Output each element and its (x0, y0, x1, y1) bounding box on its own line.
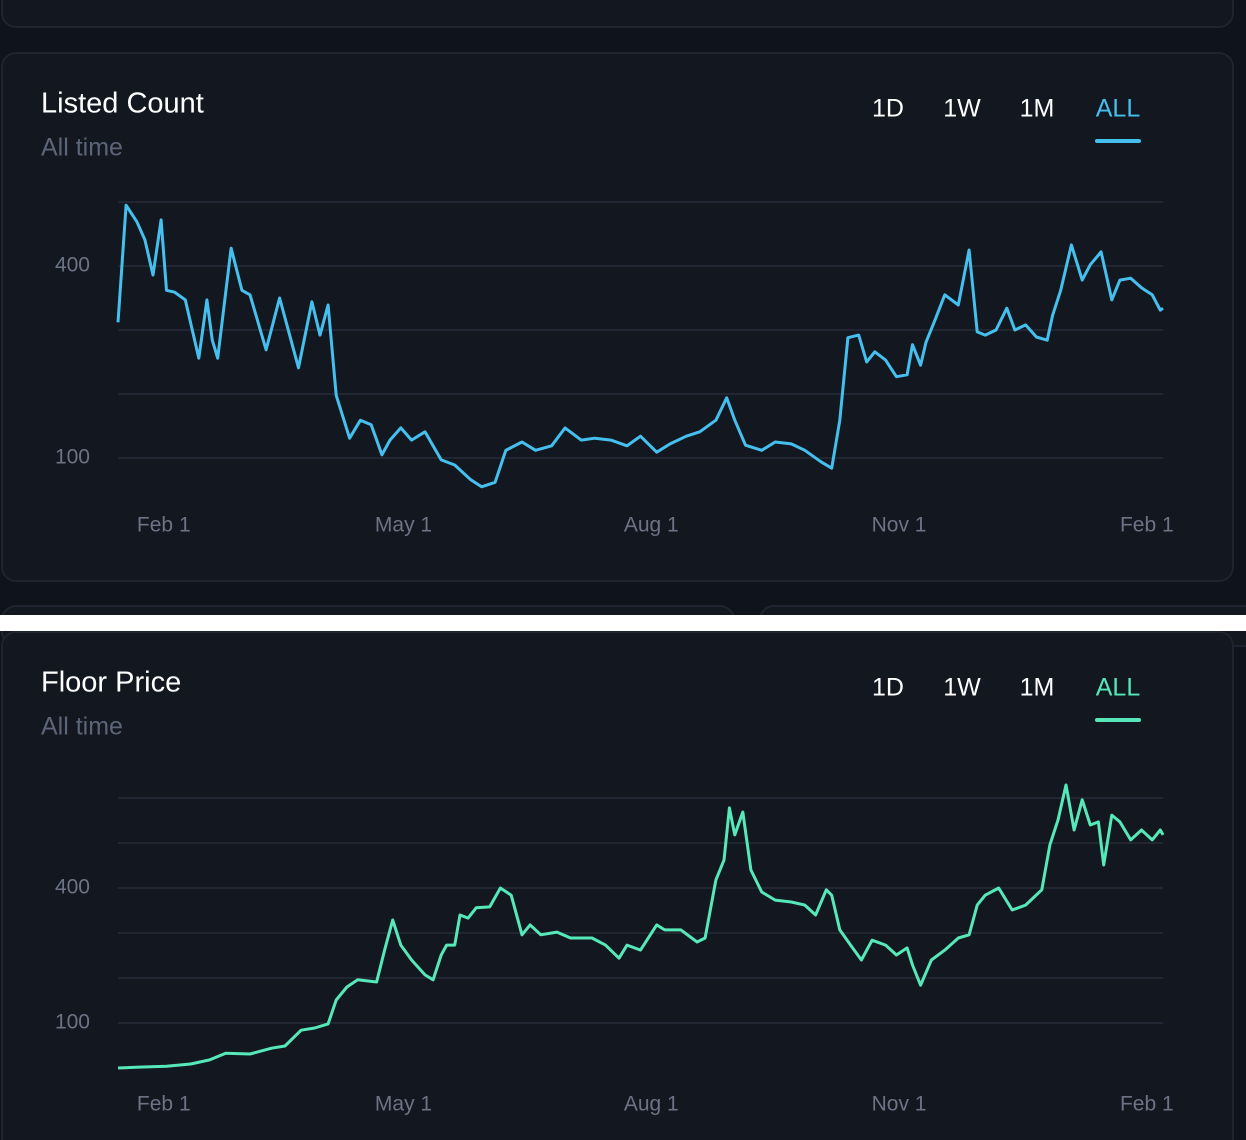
card-top (1, 0, 1234, 28)
x-tick-label: May 1 (375, 514, 432, 537)
separator (0, 615, 1246, 631)
x-tick-label: Feb 1 (137, 514, 191, 537)
range-tab[interactable]: 1D (872, 674, 904, 702)
x-tick-label: Aug 1 (624, 514, 679, 537)
x-tick-label: Aug 1 (624, 1093, 679, 1116)
range-tab[interactable]: ALL (1096, 674, 1141, 702)
chart-title: Listed Count (41, 88, 204, 120)
range-tab[interactable]: ALL (1096, 95, 1141, 123)
range-tab[interactable]: 1M (1020, 674, 1055, 702)
range-tab[interactable]: 1W (943, 95, 981, 123)
x-tick-label: Feb 1 (137, 1093, 191, 1116)
tab-underline (1095, 718, 1141, 722)
card (1, 52, 1234, 582)
x-tick-label: Feb 1 (1120, 514, 1174, 537)
range-tab[interactable]: 1D (872, 95, 904, 123)
x-tick-label: Nov 1 (872, 514, 927, 537)
y-tick-label: 100 (55, 446, 90, 469)
line-series (117, 783, 1165, 1070)
x-tick-label: May 1 (375, 1093, 432, 1116)
y-tick-label: 400 (55, 254, 90, 277)
range-tab[interactable]: 1M (1020, 95, 1055, 123)
tab-underline (1095, 139, 1141, 143)
y-tick-label: 100 (55, 1011, 90, 1034)
chart-subtitle: All time (41, 713, 123, 741)
chart-subtitle: All time (41, 134, 123, 162)
x-tick-label: Nov 1 (872, 1093, 927, 1116)
x-tick-label: Feb 1 (1120, 1093, 1174, 1116)
y-tick-label: 400 (55, 876, 90, 899)
line-series (116, 203, 1164, 489)
card (1, 631, 1234, 1140)
range-tab[interactable]: 1W (943, 674, 981, 702)
chart-title: Floor Price (41, 667, 181, 699)
